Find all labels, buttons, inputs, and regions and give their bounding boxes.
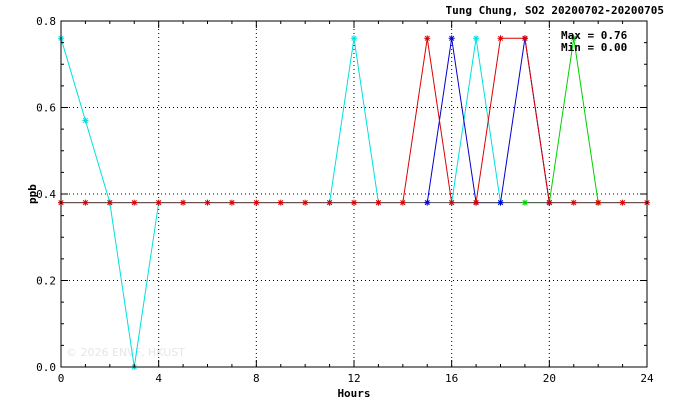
data-point-marker [497,35,504,42]
x-tick-label: 16 [445,372,458,385]
data-point-marker [351,35,357,42]
data-point-marker [326,199,333,206]
y-tick-label: 0.4 [36,188,56,201]
data-point-marker [497,199,504,206]
data-point-marker [424,199,431,206]
data-point-marker [570,35,577,42]
data-point-marker [424,35,431,42]
chart-title: Tung Chung, SO2 20200702-20200705 [445,4,664,17]
data-point-marker [546,199,553,206]
data-point-marker [131,199,138,206]
data-point-marker [204,199,211,206]
x-tick-label: 24 [640,372,654,385]
axis-ticks [60,20,648,368]
y-axis-label: ppb [26,184,39,204]
y-tick-label: 0.6 [36,102,56,115]
data-point-marker [351,199,357,206]
x-axis-label: Hours [337,387,370,400]
data-point-marker [399,199,406,206]
y-tick-label: 0.0 [36,361,56,374]
data-point-marker [82,117,89,124]
x-tick-label: 12 [347,372,360,385]
data-point-marker [155,199,162,206]
data-point-marker [521,199,528,206]
data-point-marker [521,35,528,42]
min-stat-label: Min = 0.00 [561,41,627,54]
data-point-marker [302,199,309,206]
data-point-marker [448,35,455,42]
data-point-marker [277,199,284,206]
data-point-marker [473,35,480,42]
data-point-marker [619,199,626,206]
watermark: © 2026 ENVF, HKUST [66,346,185,359]
data-point-marker [448,199,455,206]
data-point-marker [82,199,89,206]
data-point-marker [106,199,113,206]
data-point-marker [570,199,577,206]
y-tick-labels: 0.0 0.2 0.4 0.6 0.8 [36,15,56,374]
data-point-marker [595,199,602,206]
data-point-marker [473,199,480,206]
data-point-marker [228,199,235,206]
x-tick-label: 4 [155,372,162,385]
x-tick-label: 0 [58,372,65,385]
data-point-marker [375,199,382,206]
series-line-1 [524,38,599,204]
x-tick-labels: 0 4 8 12 16 20 24 [58,372,654,385]
x-tick-label: 20 [543,372,556,385]
data-point-marker [180,199,187,206]
data-point-marker [253,199,260,206]
x-tick-label: 8 [253,372,260,385]
y-tick-label: 0.8 [36,15,56,28]
max-stat-label: Max = 0.76 [561,29,628,42]
y-tick-label: 0.2 [36,275,56,288]
grid-lines [61,21,647,367]
